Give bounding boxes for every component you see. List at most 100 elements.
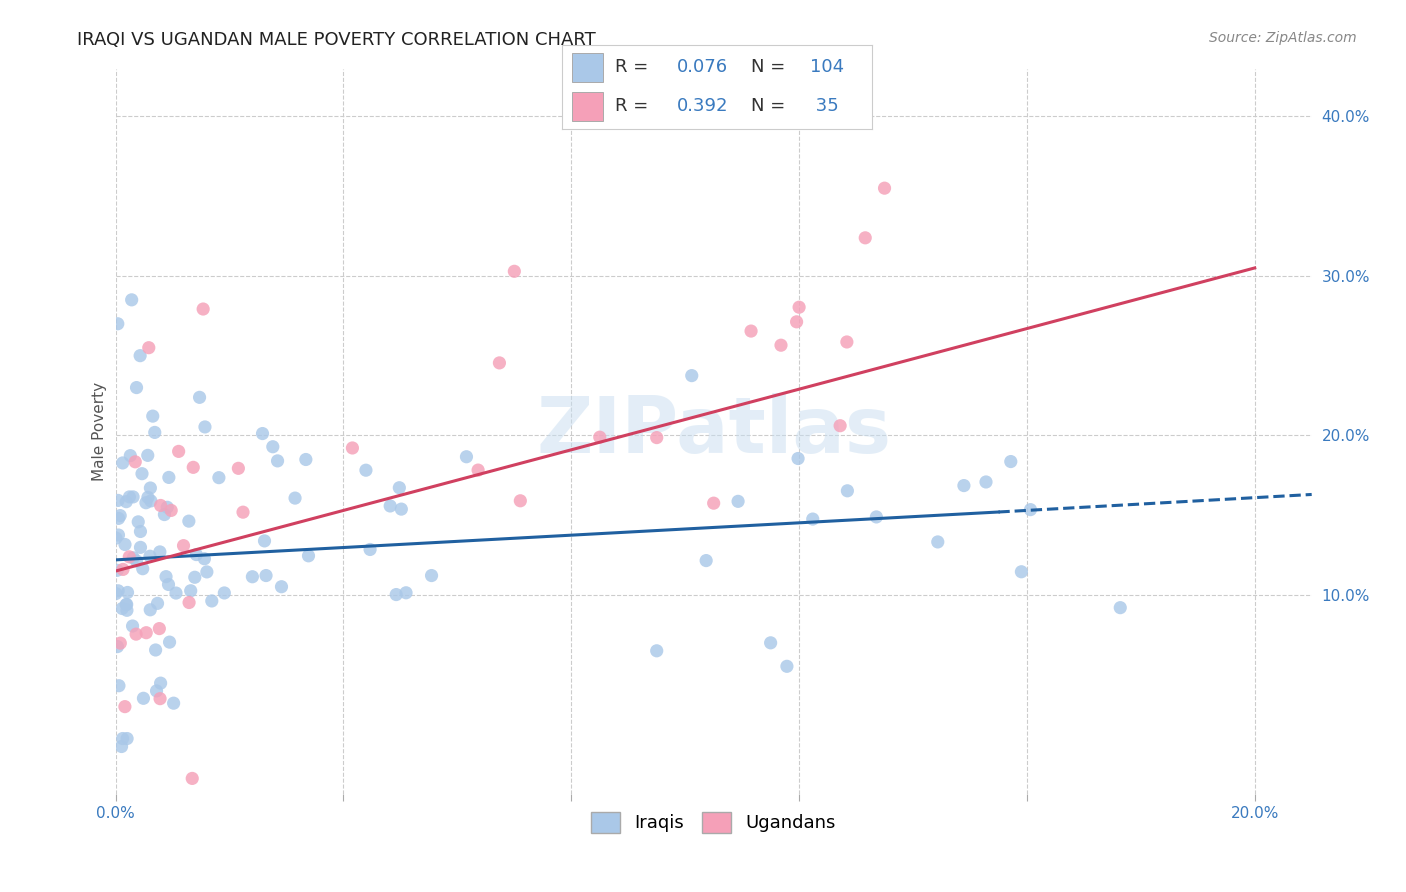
Point — [173, 539, 195, 553]
Point — [835, 334, 858, 349]
Point — [149, 499, 172, 513]
Text: N =: N = — [751, 97, 792, 115]
Point — [159, 635, 181, 649]
Point — [117, 585, 139, 599]
Point — [503, 264, 526, 278]
Y-axis label: Male Poverty: Male Poverty — [93, 382, 107, 481]
Point — [139, 494, 162, 508]
Point — [157, 577, 180, 591]
Point — [139, 549, 162, 564]
Point — [136, 491, 159, 505]
Point — [153, 508, 176, 522]
Point — [107, 640, 129, 654]
Point — [107, 493, 129, 508]
Point — [266, 454, 288, 468]
Point — [1010, 565, 1032, 579]
Bar — [572, 92, 603, 120]
Text: 0.392: 0.392 — [676, 97, 728, 115]
Point — [974, 475, 997, 489]
Point — [135, 625, 157, 640]
Point — [703, 496, 725, 510]
Point — [111, 731, 134, 746]
Point — [759, 636, 782, 650]
Point — [645, 431, 668, 445]
Point — [107, 583, 129, 598]
Point — [115, 731, 138, 746]
Point — [107, 511, 129, 525]
Point — [143, 425, 166, 440]
Point — [184, 570, 207, 584]
Point — [118, 490, 141, 504]
Point — [589, 430, 612, 444]
Point — [107, 317, 129, 331]
Point — [385, 588, 408, 602]
Point — [129, 524, 152, 539]
Point — [145, 643, 167, 657]
Point — [115, 494, 138, 508]
Point — [456, 450, 478, 464]
Point — [727, 494, 749, 508]
Point — [155, 569, 177, 583]
Point — [108, 679, 131, 693]
Point — [132, 562, 155, 576]
Point — [467, 463, 489, 477]
Point — [186, 548, 208, 562]
Point — [354, 463, 377, 477]
Point — [284, 491, 307, 505]
Point — [122, 550, 145, 565]
Point — [388, 481, 411, 495]
Point — [1019, 502, 1042, 516]
Point — [160, 503, 183, 517]
Point — [208, 470, 231, 484]
Point — [111, 562, 134, 576]
Point — [115, 598, 138, 612]
Point — [127, 515, 149, 529]
Text: IRAQI VS UGANDAN MALE POVERTY CORRELATION CHART: IRAQI VS UGANDAN MALE POVERTY CORRELATIO… — [77, 31, 596, 49]
Point — [1000, 454, 1022, 468]
Point — [149, 676, 172, 690]
Point — [108, 508, 131, 523]
Point — [105, 563, 128, 577]
Point — [194, 420, 217, 434]
Point — [107, 528, 129, 542]
Point — [125, 627, 148, 641]
Point — [786, 315, 808, 329]
Point — [830, 418, 852, 433]
Text: 104: 104 — [810, 59, 844, 77]
Point — [165, 586, 187, 600]
Point — [104, 586, 127, 600]
Point — [180, 583, 202, 598]
Point — [118, 549, 141, 564]
Text: 35: 35 — [810, 97, 838, 115]
Point — [191, 301, 214, 316]
Point — [395, 586, 418, 600]
Point — [242, 570, 264, 584]
Point — [110, 739, 132, 754]
Point — [167, 444, 190, 458]
Point — [104, 531, 127, 545]
Point — [228, 461, 250, 475]
Point — [162, 696, 184, 710]
Point — [252, 426, 274, 441]
Point — [131, 467, 153, 481]
Point — [232, 505, 254, 519]
Point — [295, 452, 318, 467]
Point — [509, 493, 531, 508]
Point — [873, 181, 896, 195]
Point — [262, 440, 284, 454]
Point — [115, 598, 138, 612]
Point — [254, 568, 277, 582]
Point — [342, 441, 364, 455]
Point — [146, 596, 169, 610]
Point — [420, 568, 443, 582]
Point — [114, 699, 136, 714]
Point — [124, 455, 146, 469]
Text: R =: R = — [614, 97, 654, 115]
Point — [297, 549, 319, 563]
Point — [193, 551, 215, 566]
Point — [110, 636, 132, 650]
Point — [132, 691, 155, 706]
Text: Source: ZipAtlas.com: Source: ZipAtlas.com — [1209, 31, 1357, 45]
Point — [695, 553, 717, 567]
Point — [177, 514, 200, 528]
